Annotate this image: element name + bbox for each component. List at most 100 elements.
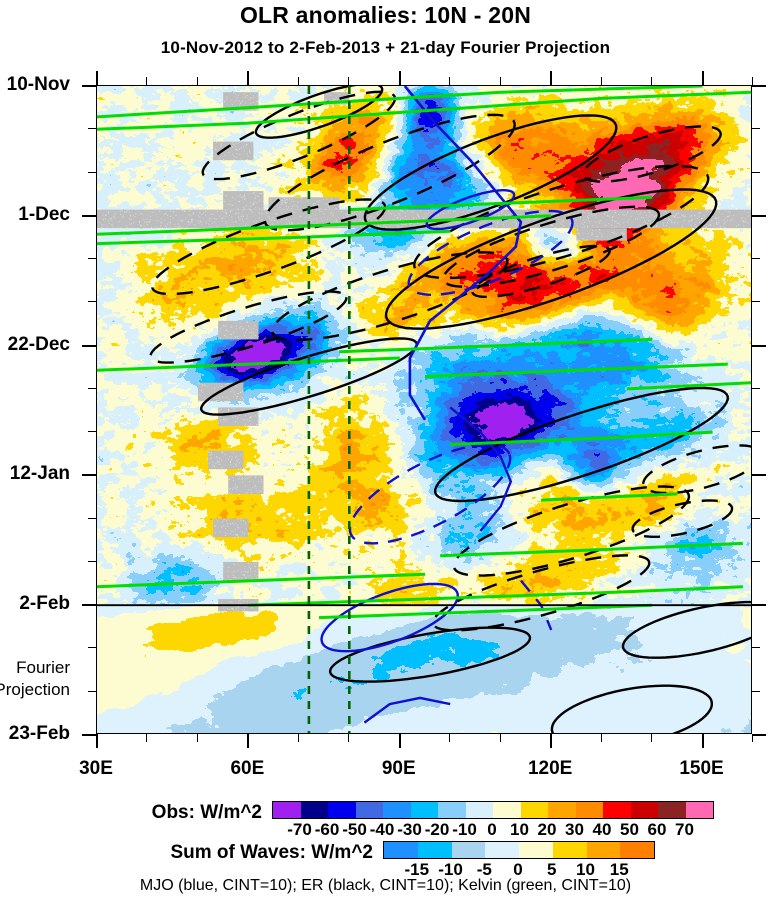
tick-mark [500, 734, 501, 742]
kelvin-contour-11 [318, 603, 653, 620]
tick-mark [702, 71, 704, 85]
tick-mark [82, 734, 96, 736]
tick-mark [82, 85, 96, 87]
er-contour-solid-7 [328, 626, 532, 683]
tick-mark [88, 691, 96, 692]
colorbar-title-sum-of-waves: Sum of Waves: W/m^2 [170, 842, 373, 863]
hovmoller-plot-area[interactable] [96, 85, 752, 734]
wave-contour-overlay [97, 86, 751, 733]
x-axis-tick-label-3: 120E [527, 758, 573, 779]
er-contour-solid-0 [254, 86, 384, 139]
colorbar-swatch [384, 842, 418, 858]
tick-mark [752, 85, 766, 87]
er-contour-solid-3 [199, 337, 418, 416]
colorbar-tick-label: 40 [592, 820, 612, 839]
contour-legend-footnote: MJO (blue, CINT=10); ER (black, CINT=10)… [139, 877, 632, 894]
colorbar-tick-label: 10 [576, 860, 595, 879]
er-contour-solid-1 [363, 114, 618, 231]
y-axis-tick-label-1: 1-Dec [18, 203, 70, 225]
tick-mark [500, 77, 501, 85]
colorbar-swatch [586, 842, 621, 858]
tick-mark [752, 301, 760, 302]
colorbar-swatch [383, 802, 411, 818]
colorbar-tick-label: -20 [424, 820, 450, 839]
colorbar-swatch [300, 802, 328, 818]
tick-mark [247, 71, 249, 85]
y-axis-tick-label-3: 12-Jan [9, 463, 70, 485]
tick-mark [96, 734, 98, 748]
y-axis-tick-label-4: 2-Feb [19, 593, 70, 615]
tick-mark [752, 518, 760, 519]
colorbar-tick-label: -30 [397, 820, 422, 839]
er-contour-dashed-12 [631, 499, 734, 538]
tick-mark [88, 518, 96, 519]
kelvin-contour-13 [541, 492, 678, 502]
mjo-contour-1 [403, 86, 523, 421]
colorbar-tick-label: 0 [513, 860, 523, 879]
tick-mark [752, 734, 766, 736]
tick-mark [88, 128, 96, 129]
colorbar-tick-label: -5 [476, 860, 492, 879]
colorbar-tick-label: 5 [547, 860, 557, 879]
tick-mark [752, 474, 766, 476]
kelvin-contour-4 [349, 195, 653, 212]
colorbar-tick-label: -50 [342, 820, 367, 839]
er-contour-dashed-11 [642, 444, 751, 495]
tick-mark [752, 691, 760, 692]
mjo-contour-6 [320, 582, 460, 653]
page-title: OLR anomalies: 10N - 20N [239, 2, 532, 28]
colorbar-swatches-obs[interactable] [272, 801, 714, 819]
y-axis-labels: 10-Nov 1-Dec 22-Dec 12-Jan 2-Feb 23-Feb Fourie… [0, 0, 88, 899]
tick-mark [651, 734, 652, 742]
colorbar-tick-label: -15 [404, 860, 430, 879]
colorbar-swatch [273, 802, 301, 818]
colorbar-swatch [493, 802, 521, 818]
colorbar-tick-label: 60 [647, 820, 667, 839]
kelvin-contour-12 [450, 430, 713, 446]
er-contour-solid-6 [621, 600, 751, 659]
colorbar-tick-label: -70 [287, 820, 312, 839]
colorbar-swatch [552, 842, 587, 858]
tick-mark [752, 77, 753, 85]
colorbar-swatch [519, 842, 553, 858]
colorbar-swatch [438, 802, 466, 818]
tick-mark [752, 561, 760, 562]
tick-mark [88, 172, 96, 173]
colorbar-obs[interactable]: Obs: W/m^2 -70 -60 -50 -40 -30 -20 -10 0 10 20 30 40… [0, 0, 771, 839]
mjo-contour-4 [348, 443, 512, 545]
colorbar-swatch [485, 842, 519, 858]
colorbar-title-obs: Obs: W/m^2 [151, 802, 262, 823]
tick-mark [247, 734, 249, 748]
kelvin-contour-3 [97, 229, 451, 246]
tick-mark [752, 431, 760, 432]
colorbar-tick-label: 15 [609, 860, 629, 879]
kelvin-contour-6 [339, 337, 653, 354]
fourier-projection-label-line-1: Projection [0, 680, 70, 700]
kelvin-contour-2 [97, 214, 552, 236]
tick-mark [146, 77, 147, 85]
tick-mark [82, 604, 96, 606]
mjo-contour-2 [425, 189, 516, 231]
tick-mark [88, 561, 96, 562]
colorbar-swatch [328, 802, 356, 818]
kelvin-contour-7 [424, 362, 728, 378]
er-contour-dashed-6 [582, 125, 722, 183]
er-contour-dashed-8 [149, 290, 348, 364]
colorbar-swatch [355, 802, 383, 818]
tick-mark [702, 734, 704, 748]
colorbar-swatch [620, 842, 654, 858]
colorbar-tick-label: -10 [438, 860, 463, 879]
tick-mark [449, 77, 450, 85]
tick-mark [651, 77, 652, 85]
colorbar-sum-of-waves[interactable]: Sum of Waves: W/m^2 -15 -10 -5 0 5 10 15 [0, 0, 771, 879]
tick-mark [601, 734, 602, 742]
colorbar-swatches-sum-of-waves[interactable] [383, 841, 655, 859]
colorbar-swatch [685, 802, 713, 818]
tick-mark [601, 77, 602, 85]
page-subtitle: 10-Nov-2012 to 2-Feb-2013 + 21-day Fouri… [160, 38, 611, 57]
tick-mark [399, 71, 401, 85]
tick-mark [752, 388, 760, 389]
tick-mark [752, 258, 760, 259]
er-contour-dashed-10 [431, 554, 651, 632]
colorbar-tick-label: 0 [487, 820, 497, 839]
